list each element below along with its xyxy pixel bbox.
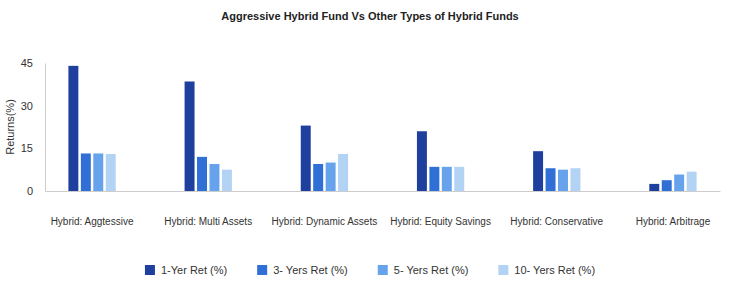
legend-swatch (498, 265, 508, 275)
x-tick: Hybrid: Conservative (510, 191, 603, 227)
y-tick-label: 45 (21, 57, 33, 69)
bar (558, 170, 568, 191)
bar (209, 164, 219, 191)
chart: Aggressive Hybrid Fund Vs Other Types of… (0, 0, 740, 288)
x-tick: Hybrid: Aggtessive (51, 191, 134, 227)
legend-item: 3- Yers Ret (%) (257, 264, 348, 276)
bar (106, 154, 116, 191)
y-axis-line (45, 64, 46, 192)
y-axis: 0 15 30 45 (21, 57, 46, 197)
bar (338, 154, 348, 191)
bar (313, 164, 323, 191)
bar (68, 66, 78, 191)
x-tick-label: Hybrid: Arbitrage (636, 216, 711, 227)
bar (533, 151, 543, 191)
bar (546, 168, 556, 191)
x-tick-label: Hybrid: Equity Savings (390, 216, 491, 227)
x-axis: Hybrid: Aggtessive Hybrid: Multi Assets Hy… (46, 191, 721, 227)
bar (442, 167, 452, 191)
y-tick: 30 (21, 100, 45, 112)
x-tick: Hybrid: Multi Assets (164, 191, 252, 227)
title: Aggressive Hybrid Fund Vs Other Types of… (221, 10, 518, 22)
bar (417, 131, 427, 191)
x-tick: Hybrid: Arbitrage (636, 191, 711, 227)
y-axis-title: Returns(%) (4, 99, 16, 155)
y-tick: 0 (27, 185, 45, 197)
legend-swatch (378, 265, 388, 275)
x-tick-label: Hybrid: Multi Assets (164, 216, 252, 227)
bar (454, 167, 464, 191)
bar (687, 172, 697, 191)
bar (570, 168, 580, 191)
plot: 0 15 30 45 Hybrid: Aggtessive Hybrid: Multi A… (21, 57, 721, 227)
y-tick-label: 15 (21, 142, 33, 154)
legend-label: 10- Yers Ret (%) (514, 264, 595, 276)
bar (429, 167, 439, 191)
bar (222, 170, 232, 191)
bar (674, 175, 684, 191)
bars (68, 66, 696, 191)
series (93, 153, 684, 191)
legend-item: 5- Yers Ret (%) (378, 264, 469, 276)
bar (662, 180, 672, 191)
legend-label: 3- Yers Ret (%) (273, 264, 348, 276)
x-axis-line (46, 191, 721, 192)
bar (185, 81, 195, 191)
series (106, 154, 697, 191)
x-tick: Hybrid: Dynamic Assets (272, 191, 378, 227)
legend-swatch (257, 265, 267, 275)
bar (301, 126, 311, 191)
bar (649, 184, 659, 191)
legend-item: 10- Yers Ret (%) (498, 264, 595, 276)
legend: 1-Yer Ret (%) 3- Yers Ret (%) 5- Yers Ret … (145, 264, 595, 276)
series (68, 66, 659, 191)
legend-label: 1-Yer Ret (%) (161, 264, 227, 276)
legend-label: 5- Yers Ret (%) (394, 264, 469, 276)
legend-swatch (145, 265, 155, 275)
y-tick: 45 (21, 57, 45, 69)
bar (81, 153, 91, 191)
x-tick-label: Hybrid: Dynamic Assets (272, 216, 378, 227)
x-tick-label: Hybrid: Conservative (510, 216, 603, 227)
bar (326, 163, 336, 191)
y-tick-label: 0 (27, 185, 33, 197)
x-tick-label: Hybrid: Aggtessive (51, 216, 134, 227)
bar (93, 153, 103, 191)
y-tick: 15 (21, 142, 45, 154)
bar (197, 157, 207, 191)
x-tick: Hybrid: Equity Savings (390, 191, 491, 227)
legend-item: 1-Yer Ret (%) (145, 264, 227, 276)
series (81, 153, 672, 191)
y-tick-label: 30 (21, 100, 33, 112)
